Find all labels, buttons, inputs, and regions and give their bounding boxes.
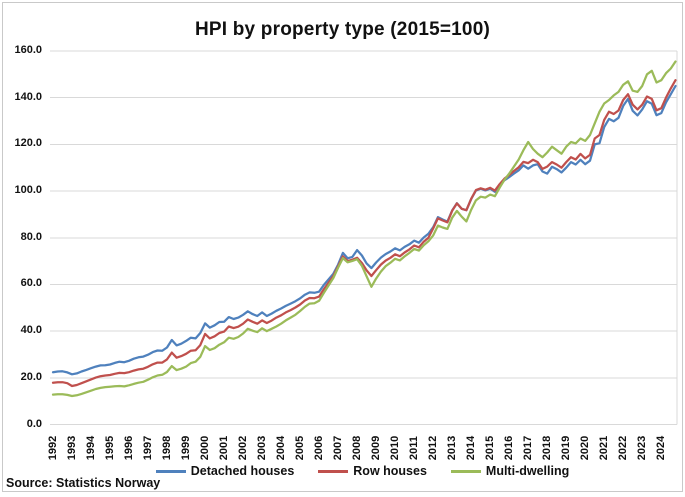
x-tick-label: 2000 [199, 435, 212, 461]
x-tick-label: 2021 [598, 435, 611, 461]
legend: Detached houses Row houses Multi-dwellin… [0, 464, 685, 478]
x-tick-label: 2020 [579, 435, 592, 461]
x-tick-label: 2017 [522, 435, 535, 461]
chart-title: HPI by property type (2015=100) [194, 18, 490, 40]
legend-item-detached-houses: Detached houses [155, 464, 295, 478]
y-tick-label: 140.0 [14, 90, 42, 103]
y-tick-label: 80.0 [20, 230, 42, 243]
x-tick-label: 1996 [123, 435, 136, 461]
x-tick-label: 2018 [541, 435, 554, 461]
x-tick-label: 2011 [408, 436, 421, 460]
series-line-detached-houses [51, 84, 677, 376]
x-tick-label: 1998 [161, 435, 174, 461]
x-tick-label: 2016 [503, 435, 516, 461]
x-tick-label: 2015 [484, 435, 497, 461]
multi-dwelling-line-swatch [450, 469, 481, 473]
x-tick-label: 2006 [313, 435, 326, 461]
x-tick-label: 2014 [465, 435, 478, 461]
source-note: Source: Statistics Norway [6, 476, 161, 490]
x-tick-label: 2019 [560, 435, 573, 461]
x-tick-label: 2002 [237, 435, 250, 461]
x-tick-label: 2023 [636, 435, 649, 461]
series-line-row-houses [51, 79, 677, 388]
x-tick-label: 1994 [85, 435, 98, 461]
x-tick-label: 2022 [617, 435, 630, 461]
x-tick-label: 1999 [180, 435, 193, 461]
x-tick-label: 2008 [351, 435, 364, 461]
x-tick-label: 2007 [332, 435, 345, 461]
x-tick-label: 2001 [218, 435, 231, 461]
series-line-multi-dwelling [51, 60, 677, 398]
legend-item-row-houses: Row houses [318, 464, 427, 478]
y-tick-label: 0.0 [26, 417, 42, 430]
x-tick-label: 2010 [389, 435, 402, 461]
y-tick-label: 120.0 [14, 137, 42, 150]
x-tick-label: 1993 [66, 435, 78, 461]
y-tick-label: 40.0 [20, 324, 42, 337]
detached-houses-line-swatch [155, 469, 186, 473]
y-tick-label: 100.0 [14, 184, 42, 197]
x-tick-label: 1995 [104, 435, 117, 461]
y-tick-label: 160.0 [14, 44, 42, 56]
legend-item-multi-dwelling: Multi-dwelling [450, 464, 570, 478]
y-tick-label: 60.0 [20, 277, 42, 290]
x-tick-label: 1992 [47, 435, 59, 461]
x-tick-label: 2012 [427, 435, 440, 461]
legend-label: Detached houses [190, 464, 295, 478]
x-tick-label: 1997 [142, 435, 155, 461]
x-tick-label: 2009 [370, 435, 383, 461]
x-tick-label: 2005 [294, 435, 307, 461]
row-houses-line-swatch [318, 469, 349, 473]
y-tick-label: 20.0 [20, 370, 42, 383]
legend-label: Multi-dwelling [485, 464, 570, 478]
x-tick-label: 2013 [446, 435, 459, 461]
x-tick-label: 2024 [655, 435, 668, 461]
x-tick-label: 2004 [275, 435, 288, 461]
legend-label: Row houses [353, 464, 427, 478]
x-tick-label: 2003 [256, 435, 269, 461]
